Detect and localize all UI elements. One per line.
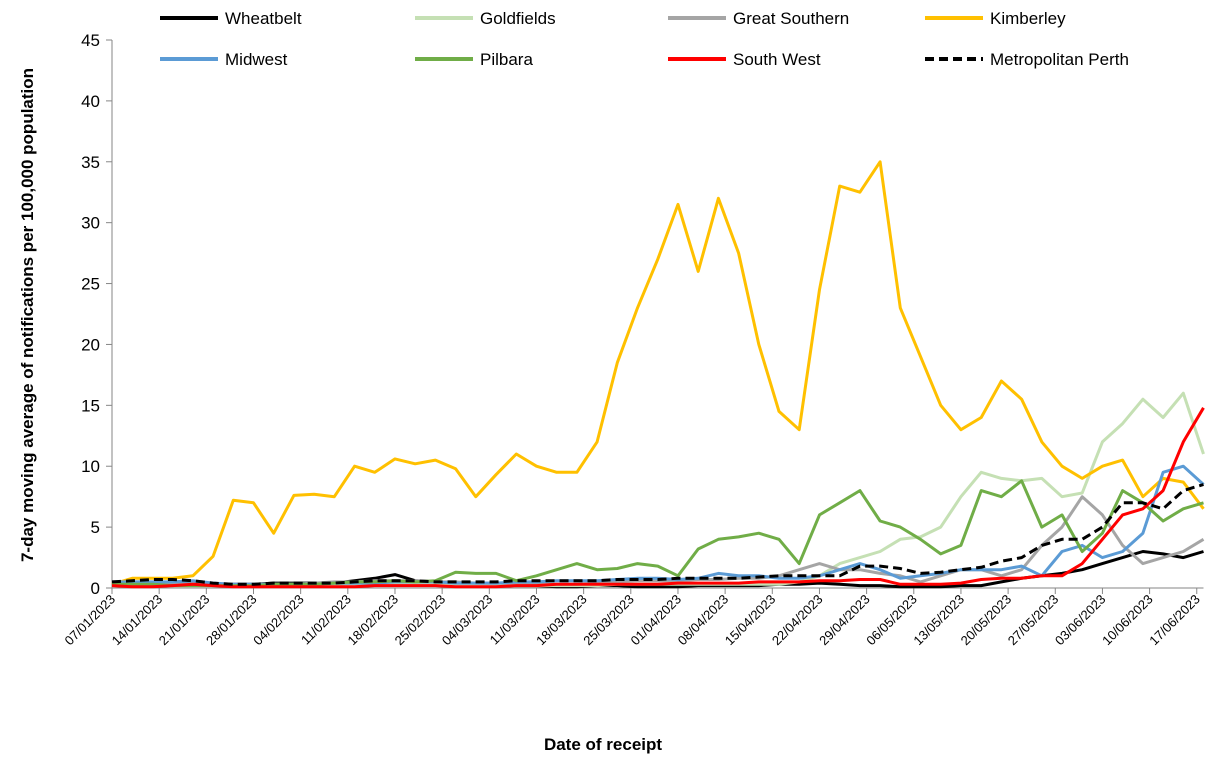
y-tick-label: 0 (91, 579, 100, 598)
series-line (112, 479, 1204, 588)
legend-label: Pilbara (480, 50, 533, 69)
legend-label: Wheatbelt (225, 9, 302, 28)
y-tick-label: 15 (81, 396, 100, 415)
y-tick-label: 35 (81, 153, 100, 172)
series-line (112, 495, 1205, 586)
x-tick-label: 04/03/2023 (439, 592, 496, 649)
y-tick-label: 45 (81, 31, 100, 50)
x-tick-label: 04/02/2023 (250, 592, 307, 649)
y-tick-label: 40 (81, 92, 100, 111)
legend-label: Great Southern (733, 9, 849, 28)
y-tick-label: 10 (81, 457, 100, 476)
series-line (111, 407, 1205, 589)
y-tick-label: 20 (81, 335, 100, 354)
legend-label: Metropolitan Perth (990, 50, 1129, 69)
x-axis-title: Date of receipt (544, 735, 662, 754)
series-line (111, 160, 1205, 586)
legend-label: Midwest (225, 50, 288, 69)
series-line (112, 391, 1205, 588)
y-tick-label: 30 (81, 214, 100, 233)
legend-label: Goldfields (480, 9, 556, 28)
x-tick-label: 17/06/2023 (1146, 592, 1203, 649)
y-tick-label: 5 (91, 518, 100, 537)
y-axis-title: 7-day moving average of notifications pe… (18, 67, 37, 563)
series-line (111, 483, 1204, 586)
legend-label: South West (733, 50, 821, 69)
y-tick-label: 25 (81, 275, 100, 294)
legend-label: Kimberley (990, 9, 1066, 28)
